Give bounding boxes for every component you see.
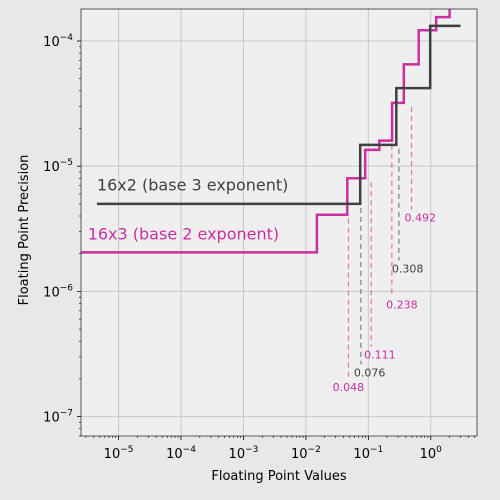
series-lines (81, 9, 461, 254)
x-tick-label: 10−1 (353, 445, 383, 462)
series-labels: 16x2 (base 3 exponent) 16x3 (base 2 expon… (88, 175, 289, 243)
series-label-2: 16x3 (base 2 exponent) (88, 224, 279, 243)
annotation-label: 0.111 (364, 349, 396, 362)
annotation-label: 0.238 (386, 299, 418, 312)
y-tick-label: 10−5 (43, 158, 73, 175)
annotation-label: 0.076 (354, 366, 386, 379)
y-tick-label: 10−7 (43, 409, 73, 426)
x-tick-label: 10−3 (229, 445, 259, 462)
series-line-2 (96, 24, 461, 206)
ticks: 10−5 10−4 10−3 10−2 10−1 100 10−7 10−6 10−5 10−4 (43, 33, 475, 462)
annotation-label: 0.048 (333, 381, 365, 394)
y-tick-label: 10−6 (43, 283, 73, 300)
x-tick-label: 100 (420, 445, 443, 462)
annotation-label: 0.308 (392, 262, 424, 275)
series-label-1: 16x2 (base 3 exponent) (97, 175, 288, 194)
annotations: 0.048 0.076 0.111 0.238 0.308 0.492 (333, 106, 437, 394)
x-axis-label: Floating Point Values (211, 469, 346, 484)
y-axis-label: Floating Point Precision (17, 155, 32, 306)
x-tick-label: 10−2 (291, 445, 321, 462)
x-tick-label: 10−4 (166, 445, 196, 462)
y-tick-label: 10−4 (43, 33, 73, 50)
annotation-label: 0.492 (405, 212, 437, 225)
plot-area (81, 9, 477, 436)
x-tick-label: 10−5 (104, 445, 134, 462)
series-line-1 (81, 9, 451, 254)
plot-frame (80, 8, 478, 437)
